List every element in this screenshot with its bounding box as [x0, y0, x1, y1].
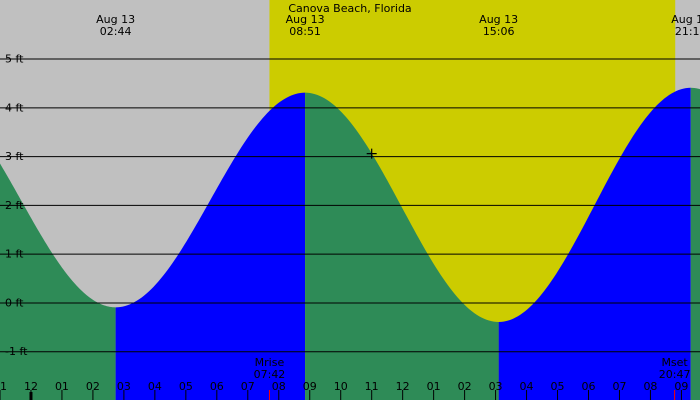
x-tick-label: 08 [272, 380, 286, 393]
x-tick-label: 05 [179, 380, 193, 393]
rising-tide-area [115, 92, 306, 400]
x-tick-label: 03 [489, 380, 503, 393]
moon-event-label: Mset [661, 356, 688, 369]
moon-event-time: 20:47 [659, 368, 691, 381]
y-tick-label: 0 ft [5, 296, 24, 309]
extreme-date-label: Aug 13 [286, 13, 325, 26]
x-tick-label: 04 [148, 380, 162, 393]
extreme-date-label: Aug 13 [671, 13, 700, 26]
x-tick-label: 04 [520, 380, 534, 393]
x-tick-label: 02 [458, 380, 472, 393]
extreme-time-label: 08:51 [289, 25, 321, 38]
y-tick-label: 5 ft [5, 53, 24, 66]
falling-tide-area [0, 163, 116, 400]
extreme-date-label: Aug 13 [96, 13, 135, 26]
extreme-date-label: Aug 13 [479, 13, 518, 26]
gridlines [0, 58, 700, 353]
x-tick-label: 12 [24, 380, 38, 393]
y-tick-label: 1 ft [5, 248, 24, 261]
x-tick-label: 11 [0, 380, 7, 393]
x-tick-label: 09 [674, 380, 688, 393]
x-tick-label: 01 [427, 380, 441, 393]
x-tick-label: 10 [334, 380, 348, 393]
falling-tide-area [690, 87, 700, 400]
tide-areas [0, 87, 700, 400]
x-axis: 11 12 01 02 03 04 05 06 07 08 09 10 11 12 01 02 03 04 05 06… [0, 380, 688, 400]
y-tick-label: 2 ft [5, 199, 24, 212]
x-tick-label: 01 [55, 380, 69, 393]
current-time-marker [366, 148, 377, 159]
chart-title: Canova Beach, Florida [288, 2, 411, 15]
x-tick-label: 07 [241, 380, 255, 393]
x-tick-label: 06 [210, 380, 224, 393]
extreme-time-label: 21:18 [675, 25, 700, 38]
x-tick-label: 08 [643, 380, 657, 393]
x-tick-label: 06 [581, 380, 595, 393]
x-tick-label: 07 [612, 380, 626, 393]
extreme-time-label: 15:06 [483, 25, 515, 38]
x-tick-label: 11 [365, 380, 379, 393]
y-tick-label: 4 ft [5, 101, 24, 114]
y-tick-label: 3 ft [5, 150, 24, 163]
moon-event-time: 07:42 [254, 368, 286, 381]
x-tick-label: 02 [86, 380, 100, 393]
current-marker [366, 148, 377, 159]
x-tick-label: 12 [396, 380, 410, 393]
midnight-tick [29, 392, 33, 400]
x-tick-label: 05 [551, 380, 565, 393]
x-tick-label: 03 [117, 380, 131, 393]
extreme-time-label: 02:44 [100, 25, 132, 38]
y-tick-label: -1 ft [5, 345, 28, 358]
falling-tide-area [305, 92, 499, 400]
x-tick-label: 09 [303, 380, 317, 393]
rising-tide-area [498, 87, 691, 400]
y-axis: -1 ft 0 ft 1 ft 2 ft 3 ft 4 ft 5 ft [5, 53, 28, 359]
moon-event-label: Mrise [255, 356, 285, 369]
